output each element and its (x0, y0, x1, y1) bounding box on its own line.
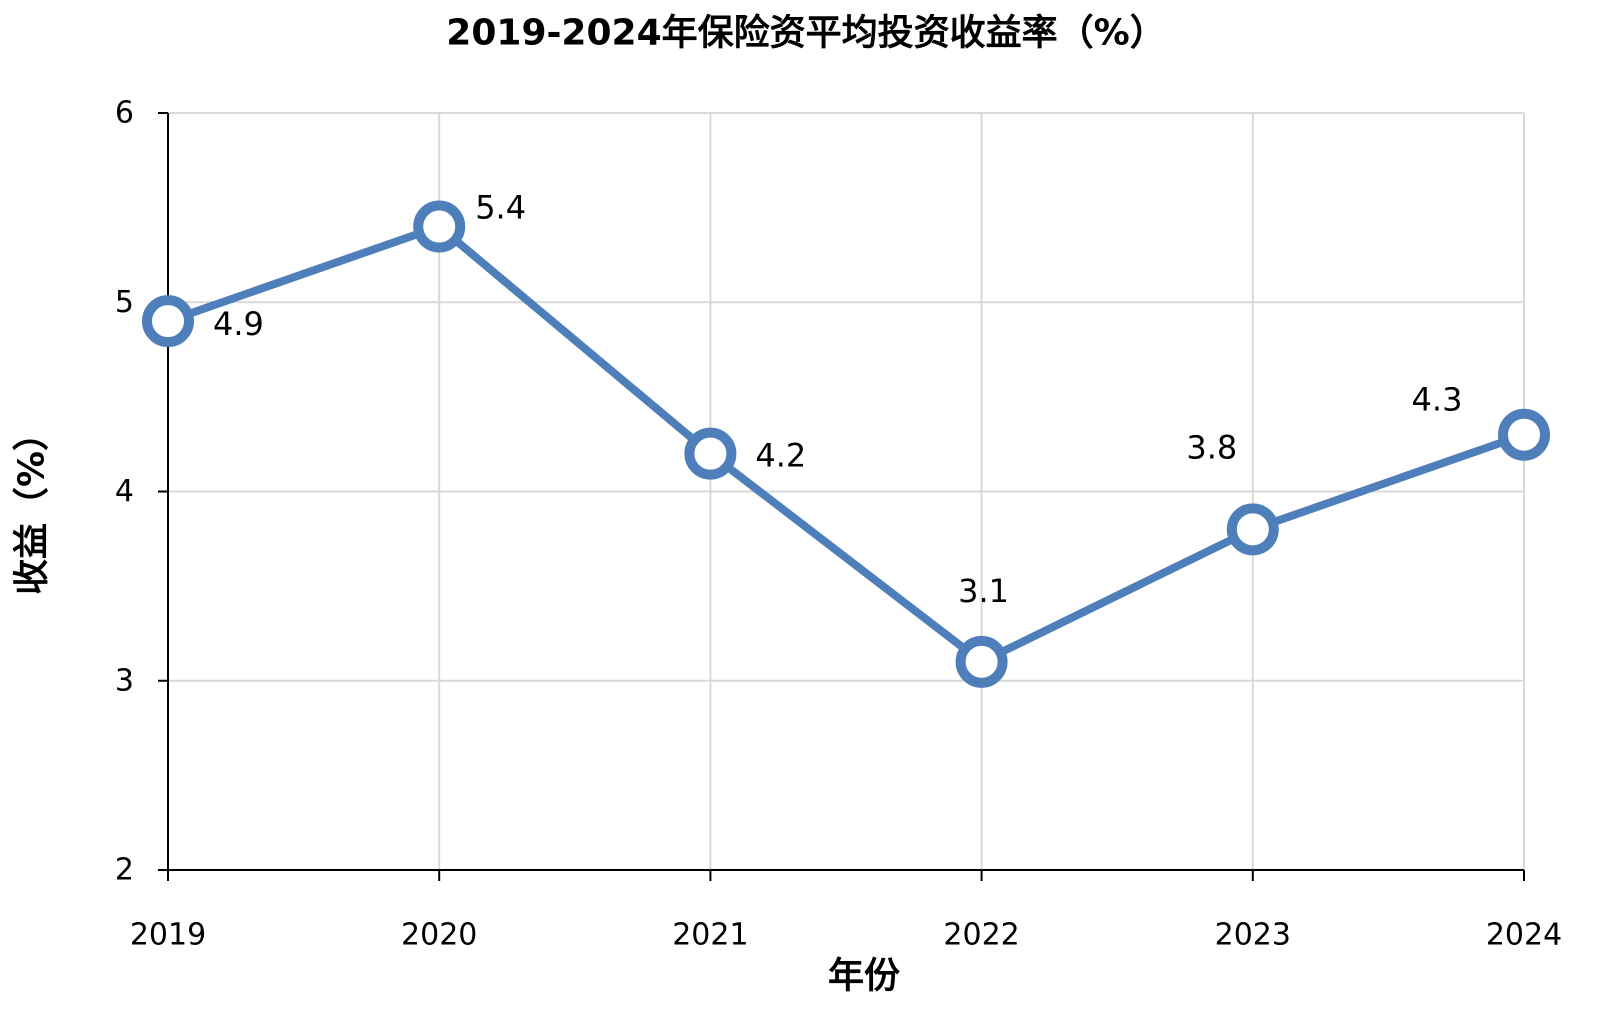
data-point-marker (413, 200, 466, 253)
grid-layer (168, 112, 1525, 870)
data-label: 4.2 (755, 437, 806, 475)
data-point-marker (1498, 408, 1550, 461)
y-axis-title: 收益（%） (12, 415, 53, 595)
data-point-marker (955, 635, 1008, 688)
x-tick-label: 2024 (1486, 918, 1562, 953)
y-tick-label: 5 (115, 285, 134, 320)
chart-title: 2019-2024年保险资平均投资收益率（%） (446, 13, 1165, 54)
data-labels-layer: 4.9 5.4 4.2 3.1 3.8 4.3 (213, 189, 1462, 610)
y-tick-label: 6 (115, 96, 134, 131)
series-layer (142, 200, 1550, 688)
x-tick-label: 2019 (130, 918, 206, 953)
data-point-marker (684, 427, 737, 480)
data-point-marker (1226, 503, 1279, 556)
x-tick-label: 2022 (943, 918, 1019, 953)
y-tick-label: 2 (115, 853, 134, 888)
y-tick-label: 3 (115, 663, 134, 698)
data-label: 3.8 (1186, 428, 1237, 466)
x-tick-label: 2023 (1215, 918, 1291, 953)
data-point-marker (142, 295, 194, 348)
x-tick-label: 2021 (672, 918, 748, 953)
x-tick-label: 2020 (401, 918, 477, 953)
series-line (164, 222, 1528, 666)
data-label: 4.3 (1412, 381, 1463, 419)
data-label: 5.4 (475, 189, 526, 227)
axes-layer (158, 112, 1525, 881)
x-axis-title: 年份 (828, 956, 900, 997)
tick-labels-layer: 2 3 4 5 6 2019 2020 2021 2022 2023 2024 (115, 96, 1562, 953)
data-label: 3.1 (958, 572, 1009, 610)
data-label: 4.9 (213, 305, 264, 343)
y-tick-label: 4 (115, 474, 134, 509)
